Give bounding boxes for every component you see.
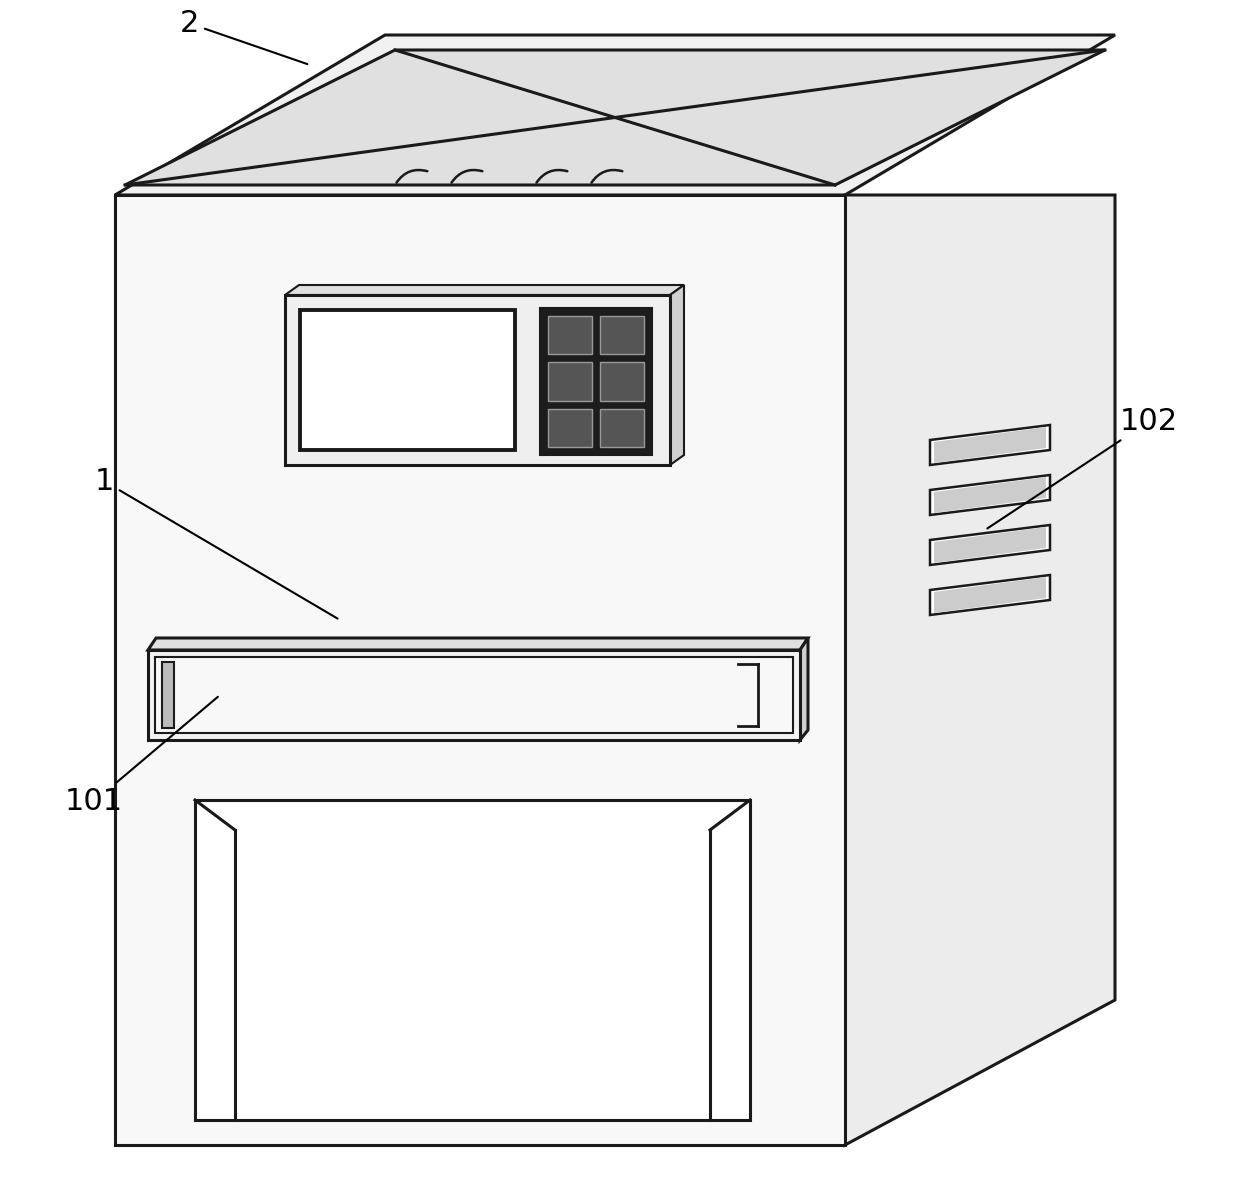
Polygon shape [300, 309, 515, 450]
Polygon shape [600, 408, 644, 447]
Polygon shape [930, 576, 1050, 615]
Polygon shape [934, 527, 1047, 563]
Polygon shape [930, 525, 1050, 565]
Polygon shape [125, 51, 1105, 185]
Text: 2: 2 [180, 8, 308, 64]
Polygon shape [162, 662, 174, 728]
Polygon shape [934, 427, 1047, 464]
Polygon shape [670, 285, 684, 465]
Polygon shape [930, 476, 1050, 515]
Polygon shape [930, 425, 1050, 465]
Polygon shape [548, 315, 591, 354]
Text: 102: 102 [987, 407, 1178, 529]
Polygon shape [285, 285, 684, 295]
Polygon shape [548, 408, 591, 447]
Text: 1: 1 [95, 467, 337, 619]
Polygon shape [800, 638, 808, 740]
Polygon shape [115, 195, 844, 1145]
Polygon shape [148, 650, 800, 740]
Polygon shape [539, 308, 652, 455]
Polygon shape [600, 315, 644, 354]
Polygon shape [115, 35, 1115, 195]
Polygon shape [155, 657, 794, 733]
Polygon shape [195, 799, 750, 1120]
Polygon shape [285, 295, 670, 465]
Polygon shape [548, 362, 591, 401]
Polygon shape [148, 638, 808, 650]
Polygon shape [934, 577, 1047, 613]
Polygon shape [934, 477, 1047, 513]
Polygon shape [600, 362, 644, 401]
Text: 101: 101 [64, 697, 218, 816]
Polygon shape [844, 195, 1115, 1145]
